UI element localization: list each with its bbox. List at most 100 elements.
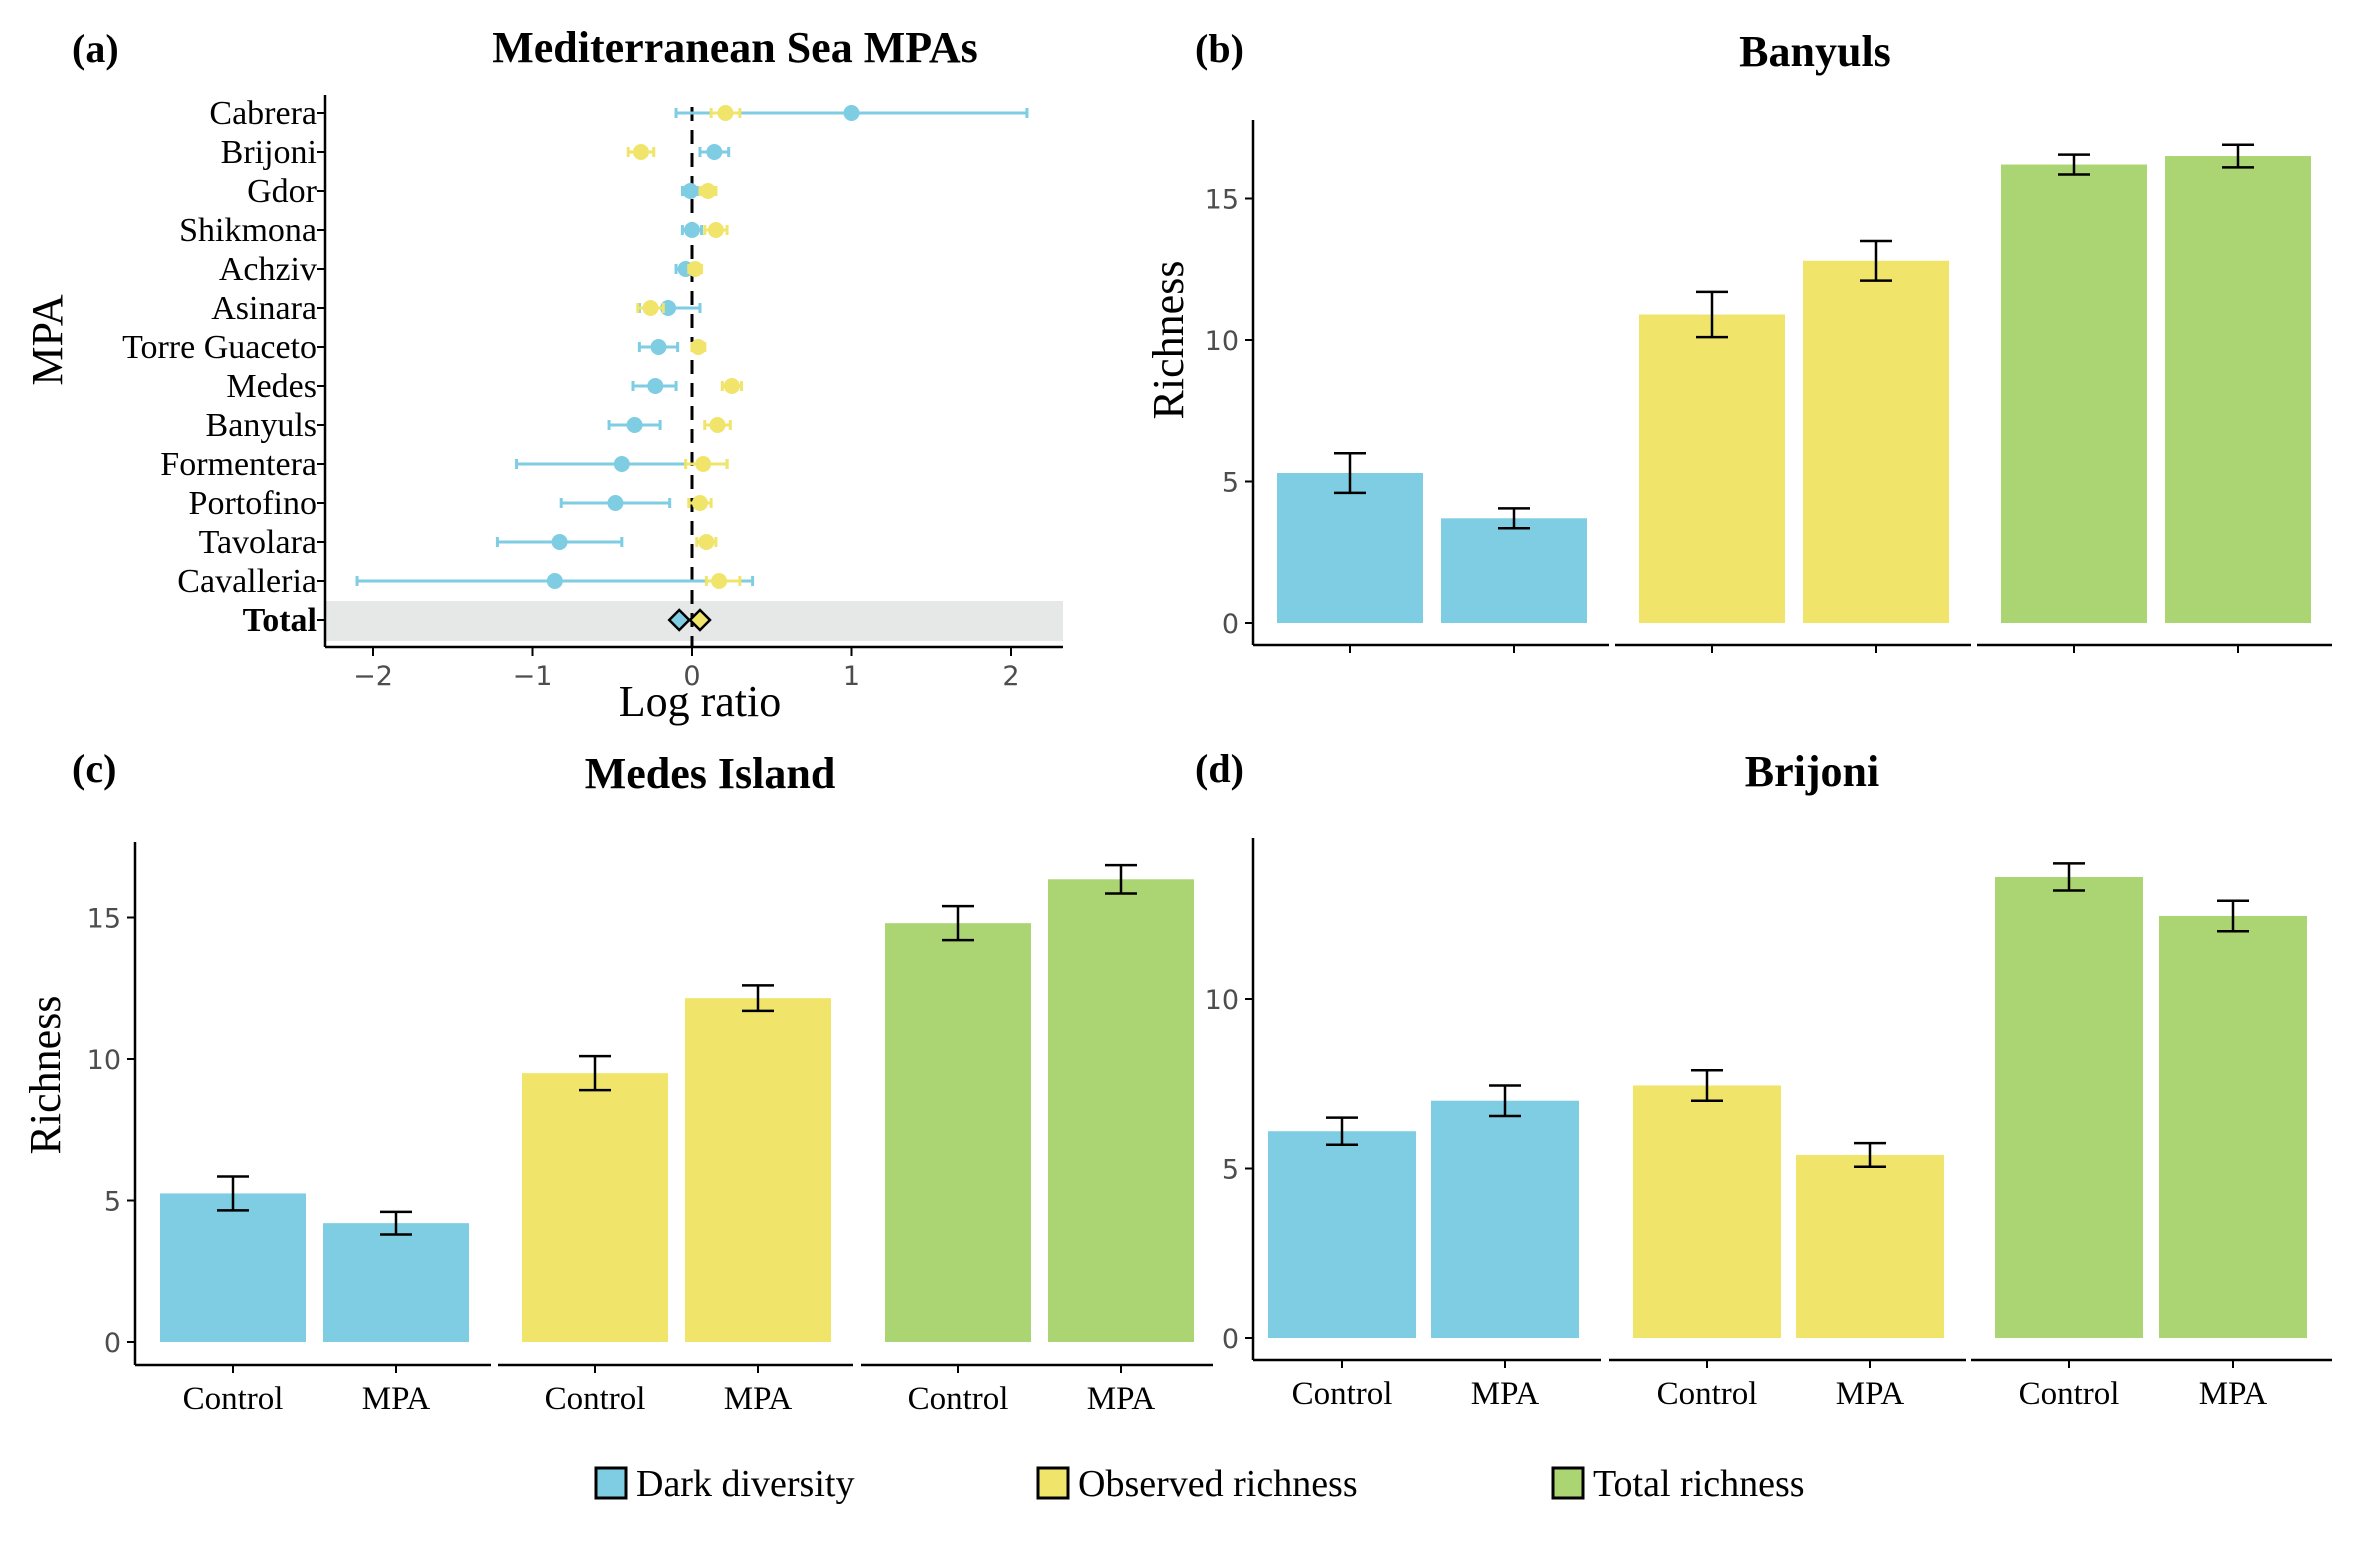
mpa-label: Medes <box>226 368 317 405</box>
data-point <box>711 573 728 589</box>
forest-plot-panel: (a) Mediterranean Sea MPAs MPA Log ratio… <box>23 23 1063 726</box>
y-tick-label: 10 <box>1205 326 1239 357</box>
y-tick-label: 5 <box>1222 1155 1239 1186</box>
data-point <box>706 144 723 160</box>
bar <box>885 923 1031 1342</box>
bar <box>1639 314 1785 623</box>
data-point <box>690 339 707 355</box>
panel-letter: (b) <box>1195 26 1244 71</box>
mpa-label: Asinara <box>211 290 317 327</box>
bar <box>1268 1131 1416 1338</box>
legend-swatch-dark-diversity <box>594 1466 628 1500</box>
total-diamond <box>667 608 692 632</box>
mpa-label: Cabrera <box>209 95 317 132</box>
data-point <box>717 105 734 121</box>
bar <box>2165 156 2311 624</box>
data-point <box>687 261 704 277</box>
data-point <box>647 378 664 394</box>
data-point <box>684 222 700 238</box>
legend: Dark diversity Observed richness Total r… <box>594 1463 1805 1505</box>
mpa-label: Tavolara <box>199 524 317 561</box>
category-label: Control <box>183 1381 284 1417</box>
panel-letter: (a) <box>72 26 119 71</box>
total-diamond <box>688 608 712 632</box>
data-point <box>843 105 860 121</box>
data-point <box>682 183 699 199</box>
panel-letter: (d) <box>1195 746 1244 791</box>
panel-title: Brijoni <box>1745 747 1879 796</box>
category-label: MPA <box>1087 1381 1156 1417</box>
y-tick-label: 10 <box>1205 985 1239 1016</box>
medes-island-panel: (c) Medes Island Richness 0 5 10 15 Control M… <box>21 746 1213 1417</box>
bar <box>1441 518 1587 623</box>
category-label: MPA <box>724 1381 793 1417</box>
x-tick-label: 1 <box>843 661 860 692</box>
category-label: MPA <box>2199 1376 2268 1412</box>
bar <box>1803 260 1949 623</box>
data-point <box>626 417 643 433</box>
data-point <box>695 456 712 472</box>
panel-title: Mediterranean Sea MPAs <box>492 23 978 72</box>
bar <box>1633 1085 1781 1338</box>
data-point <box>650 339 667 355</box>
y-axis-title: MPA <box>23 294 72 386</box>
y-tick-label: 15 <box>87 904 121 935</box>
data-point <box>607 495 624 511</box>
bar <box>685 998 831 1342</box>
category-label: MPA <box>1836 1376 1905 1412</box>
mpa-label: Shikmona <box>179 212 317 249</box>
legend-label-total-richness: Total richness <box>1593 1463 1805 1505</box>
data-point <box>546 573 563 589</box>
bar <box>522 1073 668 1342</box>
mpa-label: Banyuls <box>206 407 317 444</box>
mpa-label: Torre Guaceto <box>122 329 317 366</box>
bar <box>160 1193 306 1342</box>
bar <box>2159 915 2307 1338</box>
data-point <box>709 417 726 433</box>
y-axis-title: Richness <box>21 996 70 1155</box>
bar <box>1277 473 1423 623</box>
panel-title: Medes Island <box>585 749 836 798</box>
bar <box>1048 879 1194 1342</box>
bar <box>1796 1154 1944 1338</box>
mpa-label: Achziv <box>219 251 317 288</box>
total-label: Total <box>243 602 317 639</box>
mpa-label: Gdor <box>247 173 318 210</box>
bar <box>2001 164 2147 624</box>
data-point <box>698 534 715 550</box>
category-label: Control <box>545 1381 646 1417</box>
y-axis-title: Richness <box>1144 261 1193 420</box>
category-label: Control <box>1292 1376 1393 1412</box>
x-tick-label: 0 <box>683 661 700 692</box>
data-point <box>642 300 659 316</box>
category-label: Control <box>2019 1376 2120 1412</box>
x-tick-label: −2 <box>353 661 393 692</box>
data-point <box>707 222 724 238</box>
y-tick-label: 5 <box>1222 468 1239 499</box>
x-tick-label: 2 <box>1002 661 1019 692</box>
data-point <box>632 144 649 160</box>
banyuls-panel: (b) Banyuls Richness 0 5 10 15 <box>1144 26 2332 653</box>
category-label: MPA <box>1471 1376 1540 1412</box>
data-point <box>699 183 716 199</box>
y-tick-label: 0 <box>1222 1324 1239 1355</box>
y-tick-label: 0 <box>1222 609 1239 640</box>
category-label: Control <box>1657 1376 1758 1412</box>
bar <box>323 1223 469 1342</box>
y-tick-label: 15 <box>1205 185 1239 216</box>
y-tick-label: 0 <box>104 1328 121 1359</box>
x-tick-label: −1 <box>513 661 553 692</box>
bar <box>1995 876 2143 1338</box>
panel-letter: (c) <box>72 746 116 791</box>
brijoni-panel: (d) Brijoni 0 5 10 Control MPA Control MPA Cont… <box>1195 746 2332 1412</box>
category-label: MPA <box>362 1381 431 1417</box>
legend-label-observed-richness: Observed richness <box>1078 1463 1358 1505</box>
bar <box>1431 1100 1579 1338</box>
data-point <box>691 495 708 511</box>
legend-swatch-total-richness <box>1551 1466 1585 1500</box>
panel-title: Banyuls <box>1739 27 1891 76</box>
y-tick-label: 10 <box>87 1045 121 1076</box>
y-tick-label: 5 <box>104 1187 121 1218</box>
legend-swatch-observed-richness <box>1036 1466 1070 1500</box>
